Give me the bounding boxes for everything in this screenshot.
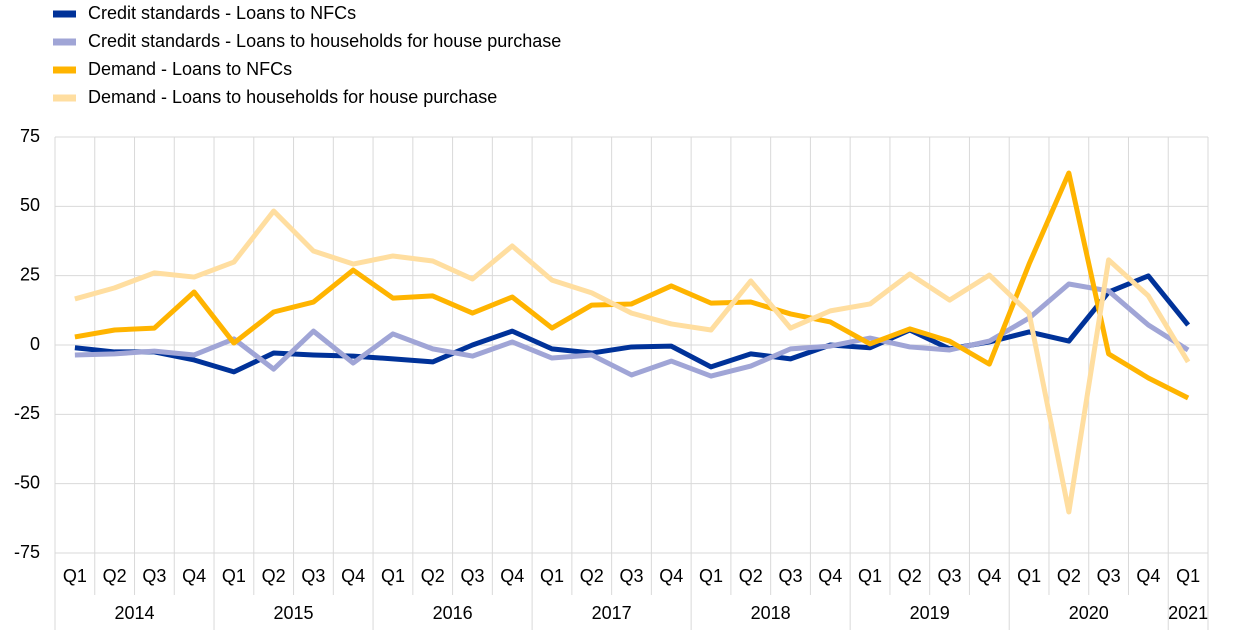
year-label: 2021 xyxy=(1168,603,1208,623)
x-tick-label: Q1 xyxy=(381,566,405,586)
y-tick-label: -75 xyxy=(14,542,40,562)
year-label: 2020 xyxy=(1069,603,1109,623)
y-tick-label: 50 xyxy=(20,195,40,215)
legend-label: Credit standards - Loans to households f… xyxy=(88,31,561,51)
year-label: 2016 xyxy=(433,603,473,623)
legend-label: Credit standards - Loans to NFCs xyxy=(88,3,356,23)
series-line xyxy=(74,170,1190,401)
x-tick-label: Q4 xyxy=(977,566,1001,586)
x-tick-label: Q4 xyxy=(500,566,524,586)
legend-label: Demand - Loans to NFCs xyxy=(88,59,292,79)
y-tick-label: 75 xyxy=(20,126,40,146)
x-tick-label: Q1 xyxy=(699,566,723,586)
x-tick-label: Q1 xyxy=(858,566,882,586)
x-tick-label: Q2 xyxy=(898,566,922,586)
x-tick-label: Q1 xyxy=(222,566,246,586)
y-tick-label: -25 xyxy=(14,403,40,423)
x-tick-label: Q2 xyxy=(739,566,763,586)
x-tick-label: Q3 xyxy=(301,566,325,586)
x-tick-label: Q3 xyxy=(938,566,962,586)
x-tick-label: Q2 xyxy=(262,566,286,586)
x-tick-label: Q4 xyxy=(659,566,683,586)
x-tick-label: Q4 xyxy=(1136,566,1160,586)
x-tick-label: Q2 xyxy=(580,566,604,586)
x-tick-label: Q2 xyxy=(103,566,127,586)
legend-label: Demand - Loans to households for house p… xyxy=(88,87,497,107)
year-label: 2019 xyxy=(910,603,950,623)
x-tick-label: Q2 xyxy=(1057,566,1081,586)
x-tick-label: Q1 xyxy=(1176,566,1200,586)
year-label: 2014 xyxy=(114,603,154,623)
x-tick-label: Q3 xyxy=(779,566,803,586)
x-tick-label: Q3 xyxy=(460,566,484,586)
year-label: 2018 xyxy=(751,603,791,623)
year-label: 2015 xyxy=(274,603,314,623)
x-tick-label: Q1 xyxy=(1017,566,1041,586)
x-tick-label: Q4 xyxy=(341,566,365,586)
x-tick-label: Q4 xyxy=(818,566,842,586)
y-tick-label: 0 xyxy=(30,334,40,354)
x-tick-label: Q4 xyxy=(182,566,206,586)
x-tick-label: Q3 xyxy=(142,566,166,586)
series-line xyxy=(74,208,1191,515)
y-tick-label: -50 xyxy=(14,472,40,492)
x-tick-label: Q1 xyxy=(540,566,564,586)
x-tick-label: Q2 xyxy=(421,566,445,586)
year-label: 2017 xyxy=(592,603,632,623)
x-tick-label: Q3 xyxy=(1097,566,1121,586)
y-tick-label: 25 xyxy=(20,264,40,284)
x-tick-label: Q1 xyxy=(63,566,87,586)
x-tick-label: Q3 xyxy=(619,566,643,586)
series-line xyxy=(74,281,1190,379)
